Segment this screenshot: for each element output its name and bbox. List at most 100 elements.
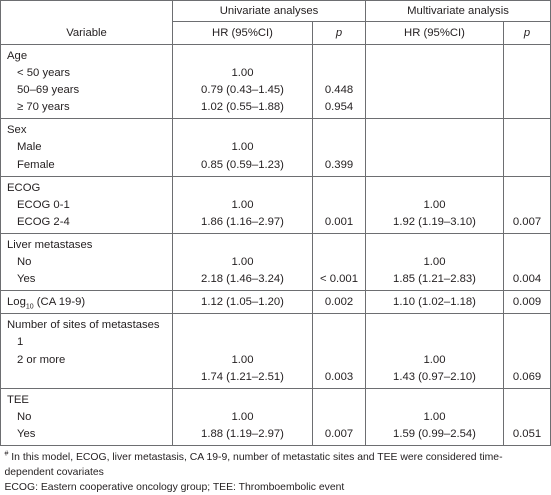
hr-univariate-cell: 1.00 2.18 (1.46–3.24) [172,233,313,292]
hr-value: 0.85 (0.59–1.23) [201,158,284,171]
p-value [319,334,359,351]
p-univariate-cell: 0.448 0.954 [312,44,366,120]
table-body: Age < 50 years 50–69 years ≥ 70 years 1.00 0.… [0,44,551,446]
p-multivariate-cell: 0.007 [503,176,551,234]
hr-value [372,65,497,82]
row-label: No [17,256,32,269]
hr-value: 1.10 (1.02–1.18) [393,296,476,309]
footnote-abbreviations: ECOG: Eastern cooperative oncology group… [4,481,345,493]
header-hr-multivariate: HR (95%CI) [365,21,504,45]
hr-value: 1.00 [231,410,254,423]
row-label: ECOG 0-1 [17,198,70,211]
row-label: < 50 years [17,67,71,80]
p-value [510,352,544,369]
group-label: Number of sites of metastases [7,319,160,332]
hr-value: 1.74 (1.21–2.51) [201,370,284,383]
footnotes: # In this model, ECOG, liver metastasis,… [0,444,551,495]
p-value [319,197,359,214]
p-value: 0.002 [324,296,354,309]
p-value [319,139,359,156]
hr-value [372,334,497,351]
hr-univariate-cell: 1.00 1.86 (1.16–2.97) [172,176,313,234]
hr-value: 1.02 (0.55–1.88) [201,101,284,114]
spacer [319,180,359,197]
table-row: Age < 50 years 50–69 years ≥ 70 years 1.00 0.… [0,44,551,120]
hr-value: 1.00 [231,256,254,269]
p-value: 0.007 [512,215,542,228]
hr-value [372,82,497,99]
spacer [510,317,544,334]
hr-value: 1.88 (1.19–2.97) [201,427,284,440]
group-label: ECOG [7,181,41,194]
header-blank [0,0,173,22]
header-multivariate: Multivariate analysis [365,0,551,22]
p-value [510,99,544,116]
p-multivariate-cell: 0.004 [503,233,551,292]
p-multivariate-cell: 0.009 [503,290,551,315]
p-value [319,65,359,82]
hr-multivariate-cell: 1.00 1.59 (0.99–2.54) [365,388,504,446]
group-label: TEE [7,393,29,406]
p-value: 0.001 [324,215,354,228]
hr-value: 1.43 (0.97–2.10) [393,370,476,383]
variable-cell: Sex Male Female [0,118,173,177]
p-value [510,254,544,271]
hr-value: 1.00 [423,353,446,366]
hr-univariate-cell: 1.00 0.79 (0.43–1.45) 1.02 (0.55–1.88) [172,44,313,120]
p-value [319,409,359,426]
variable-cell: ECOG ECOG 0-1 ECOG 2-4 [0,176,173,234]
hr-value: 1.92 (1.19–3.10) [393,215,476,228]
p-univariate-cell: 0.002 [312,290,366,315]
row-label: 50–69 years [17,84,80,97]
log-main: Log [7,296,26,309]
p-univariate-cell: < 0.001 [312,233,366,292]
header-univariate: Univariate analyses [172,0,366,22]
hr-value: 1.00 [231,198,254,211]
p-multivariate-cell: 0.069 [503,313,551,389]
hr-value: 0.79 (0.43–1.45) [201,84,284,97]
p-univariate-cell: 0.007 [312,388,366,446]
spacer [510,180,544,197]
hr-multivariate-cell: 1.10 (1.02–1.18) [365,290,504,315]
variable-cell: Number of sites of metastases 1 2 or more [0,313,173,389]
p-value [510,82,544,99]
p-value: 0.004 [512,273,542,286]
p-value [510,65,544,82]
spacer [510,48,544,65]
p-value [319,254,359,271]
spacer [319,48,359,65]
log-subscript: 10 [25,303,34,311]
spacer [179,180,306,197]
hr-univariate-cell: 1.12 (1.05–1.20) [172,290,313,315]
spacer [179,392,306,409]
p-value: 0.009 [512,296,542,309]
p-value: 0.003 [324,370,354,383]
p-value: 0.069 [512,370,542,383]
p-multivariate-cell: 0.051 [503,388,551,446]
row-label: Yes [17,427,36,440]
p-value: < 0.001 [319,273,358,286]
footnote-model-text: In this model, ECOG, liver metastasis, C… [4,451,503,478]
variable-label: Log10 (CA 19-9) [7,294,166,311]
hr-value [372,157,497,174]
spacer [179,122,306,139]
hr-univariate-cell: 1.00 1.88 (1.19–2.97) [172,388,313,446]
hr-value: 1.00 [231,67,254,80]
p-multivariate-cell [503,118,551,177]
p-univariate-cell: 0.399 [312,118,366,177]
hr-value: 1.00 [231,353,254,366]
row-label [7,369,166,386]
p-value: 0.007 [324,427,354,440]
hr-value: 1.12 (1.05–1.20) [201,296,284,309]
hr-value: 1.00 [423,198,446,211]
spacer [179,317,306,334]
table-row: Liver metastases No Yes 1.00 2.18 (1.46–3.24… [0,233,551,292]
p-value [510,157,544,174]
row-label: Yes [17,273,36,286]
hr-multivariate-cell [365,118,504,177]
row-label: 2 or more [17,353,66,366]
header-p-univariate: p [312,21,366,45]
table-row: TEE No Yes 1.00 1.88 (1.19–2.97) 0.007 1.00 1.5… [0,388,551,446]
table-row: ECOG ECOG 0-1 ECOG 2-4 1.00 1.86 (1.16–2.97)… [0,176,551,234]
